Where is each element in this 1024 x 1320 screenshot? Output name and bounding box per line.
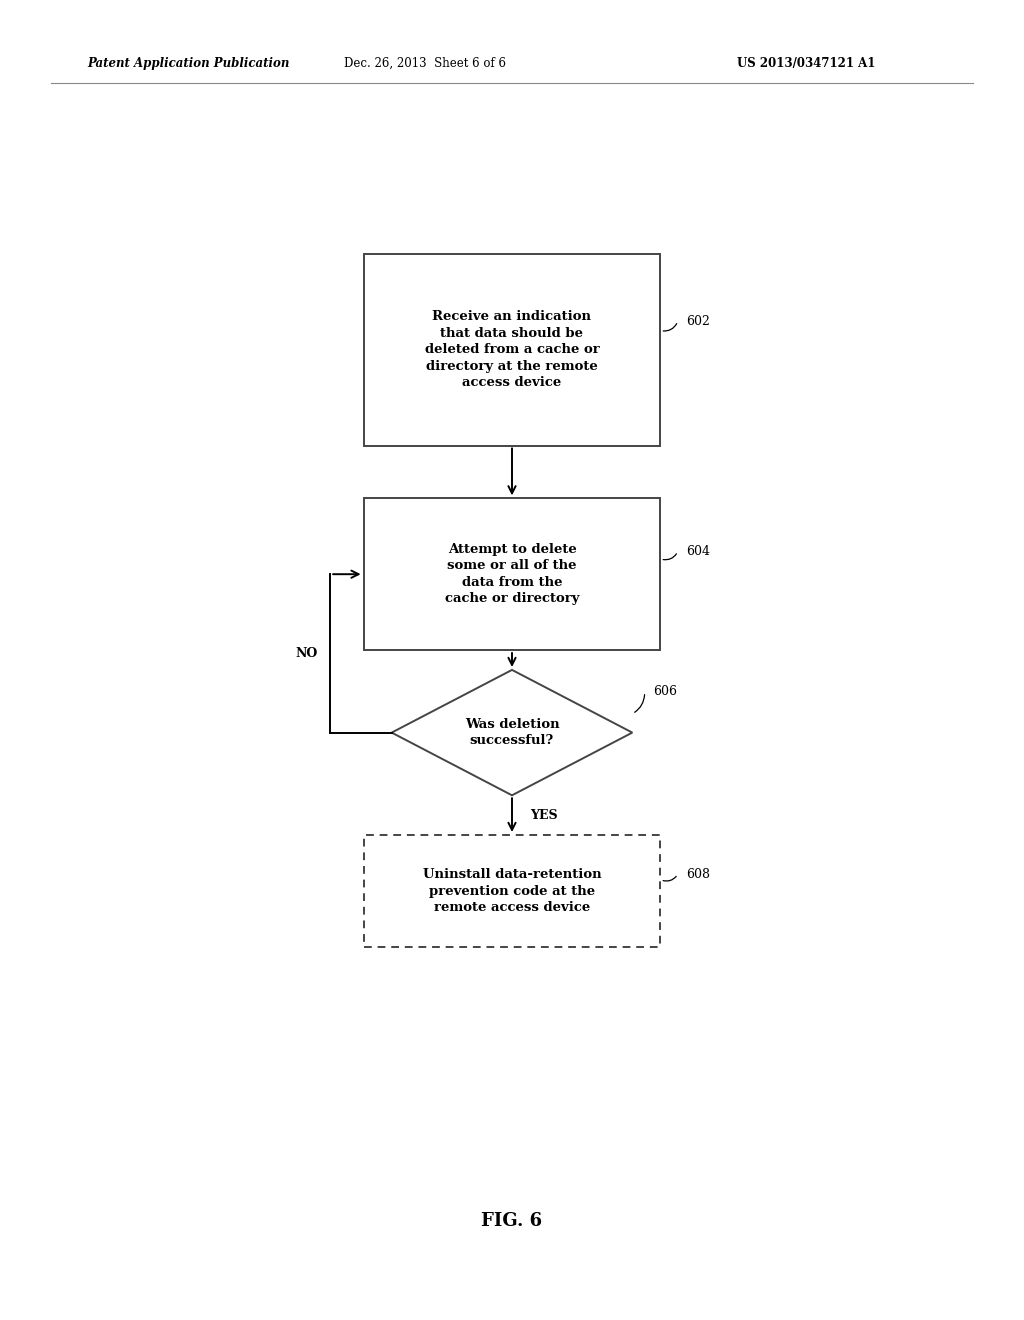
Text: NO: NO: [296, 647, 317, 660]
FancyBboxPatch shape: [364, 253, 660, 446]
Text: Uninstall data-retention
prevention code at the
remote access device: Uninstall data-retention prevention code…: [423, 869, 601, 913]
Text: YES: YES: [530, 809, 558, 821]
Text: 604: 604: [686, 545, 710, 558]
Text: US 2013/0347121 A1: US 2013/0347121 A1: [737, 57, 876, 70]
FancyBboxPatch shape: [364, 499, 660, 651]
Text: FIG. 6: FIG. 6: [481, 1212, 543, 1230]
Text: Dec. 26, 2013  Sheet 6 of 6: Dec. 26, 2013 Sheet 6 of 6: [344, 57, 506, 70]
FancyBboxPatch shape: [364, 834, 660, 948]
Text: 606: 606: [653, 685, 677, 698]
Text: Patent Application Publication: Patent Application Publication: [87, 57, 290, 70]
Text: 608: 608: [686, 867, 710, 880]
Text: 602: 602: [686, 314, 710, 327]
Polygon shape: [391, 671, 632, 795]
Text: Was deletion
successful?: Was deletion successful?: [465, 718, 559, 747]
Text: Receive an indication
that data should be
deleted from a cache or
directory at t: Receive an indication that data should b…: [425, 310, 599, 389]
Text: Attempt to delete
some or all of the
data from the
cache or directory: Attempt to delete some or all of the dat…: [444, 543, 580, 606]
